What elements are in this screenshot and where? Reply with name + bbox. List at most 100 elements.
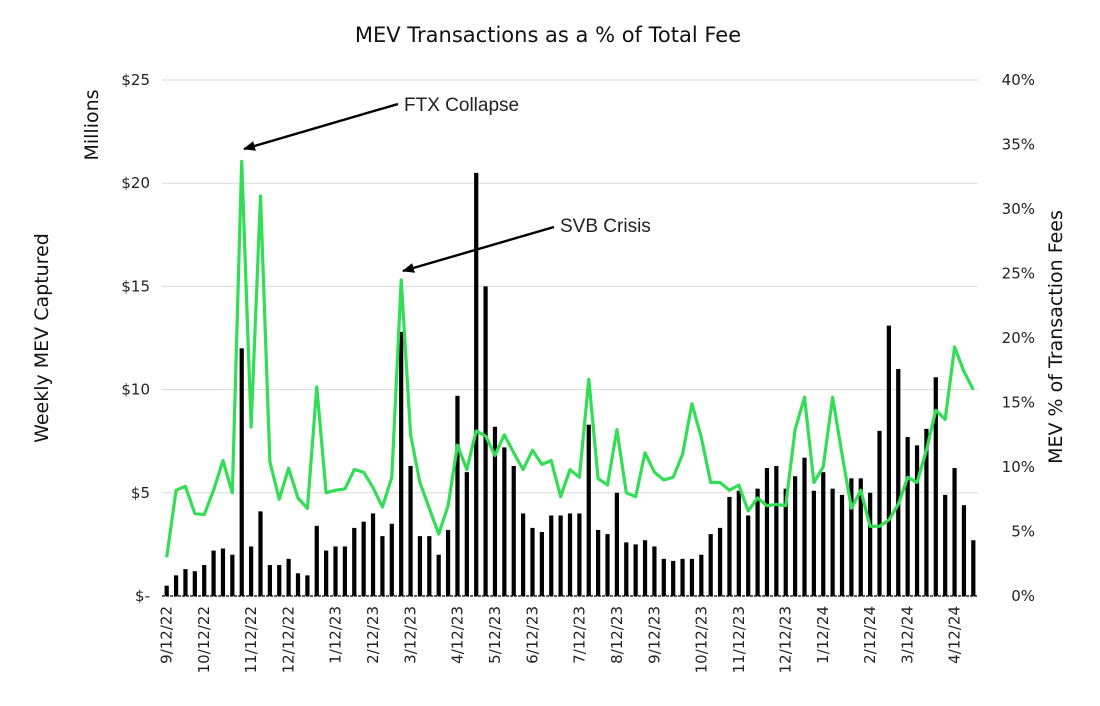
left-tick-label: $15 [121, 277, 150, 295]
bar-series [164, 172, 976, 596]
bar [267, 565, 272, 596]
x-tick-label: 1/12/23 [327, 606, 345, 664]
bar [596, 529, 601, 596]
bar [633, 544, 638, 596]
bar [792, 476, 798, 596]
x-tick-label: 8/12/23 [608, 606, 626, 664]
bar [933, 377, 938, 596]
bar [520, 513, 526, 596]
annotation-svb-arrow [402, 225, 555, 273]
bar [314, 525, 319, 596]
bar [258, 511, 263, 596]
bar [333, 546, 338, 596]
bar [971, 540, 976, 596]
bar [427, 536, 432, 596]
right-tick-label: 0% [1011, 587, 1035, 605]
bar [886, 325, 892, 596]
bar [717, 527, 723, 596]
x-tick-label: 10/12/22 [195, 606, 213, 673]
x-tick-label: 12/12/22 [280, 606, 298, 673]
bar [239, 348, 244, 596]
bar [277, 565, 282, 596]
left-axis-title: Weekly MEV Captured [31, 233, 53, 443]
bar [305, 575, 310, 596]
bar [295, 573, 301, 596]
bar [699, 554, 704, 596]
bar [539, 532, 544, 596]
bar [652, 546, 657, 596]
bar [746, 515, 751, 596]
x-tick-label: 6/12/23 [524, 606, 542, 664]
x-tick-label: 4/12/23 [448, 606, 466, 664]
bar [211, 550, 216, 596]
x-tick-label: 10/12/23 [692, 606, 710, 673]
bar [830, 488, 835, 596]
bar [549, 515, 554, 596]
right-tick-label: 40% [1002, 71, 1035, 89]
right-tick-label: 35% [1002, 136, 1035, 154]
bar [445, 529, 451, 596]
right-tick-label: 5% [1011, 523, 1035, 541]
x-tick-label: 7/12/23 [570, 606, 588, 664]
bar [464, 472, 469, 596]
x-tick-label: 4/12/24 [946, 606, 964, 664]
bar [352, 527, 357, 596]
bar [324, 550, 329, 596]
bar [943, 494, 948, 596]
bar [802, 457, 807, 596]
right-tick-label: 20% [1002, 329, 1035, 347]
left-axis-unit: Millions [81, 89, 103, 160]
bar [896, 368, 901, 596]
bar [736, 490, 741, 596]
bar [474, 172, 479, 596]
bar [924, 428, 929, 596]
bar [492, 426, 498, 596]
right-axis-ticks: 0% 5% 10% 15% 20% 25% 30% 35% 40% [1002, 71, 1035, 605]
bar [483, 286, 488, 596]
bar [436, 554, 441, 596]
bar [286, 558, 291, 596]
bar [577, 513, 582, 596]
x-tick-label: 1/12/24 [814, 606, 832, 664]
annotation-ftx-arrow [243, 102, 399, 151]
x-tick-label: 9/12/22 [158, 606, 176, 664]
bar [605, 534, 610, 596]
bar [502, 447, 507, 596]
bar [952, 468, 957, 596]
bar [183, 569, 188, 596]
bar [905, 437, 910, 596]
x-tick-label: 11/12/22 [242, 606, 260, 673]
bar [173, 575, 179, 596]
x-tick-label: 12/12/23 [777, 606, 795, 673]
bar [361, 521, 366, 596]
right-tick-label: 25% [1002, 265, 1035, 283]
bar [811, 490, 816, 596]
left-tick-label: $20 [121, 174, 150, 192]
bar [914, 445, 920, 596]
x-tick-label: 11/12/23 [730, 606, 748, 673]
bar [680, 558, 685, 596]
bar [511, 465, 516, 596]
bar [764, 468, 770, 596]
bar [624, 542, 629, 596]
bar [877, 430, 882, 596]
x-tick-label: 9/12/23 [645, 606, 663, 664]
bar [868, 492, 873, 596]
bar [389, 523, 394, 596]
annotation-ftx-label: FTX Collapse [404, 95, 519, 116]
right-tick-label: 15% [1002, 394, 1035, 412]
bar [614, 492, 620, 596]
gridlines [162, 79, 978, 494]
bar [399, 331, 404, 596]
bar [220, 548, 226, 596]
bar [708, 534, 713, 596]
x-tick-label: 2/12/23 [364, 606, 382, 664]
bar [849, 478, 854, 596]
bar [661, 558, 666, 596]
bar [774, 465, 779, 596]
bar [839, 494, 845, 596]
bar [370, 513, 376, 596]
left-tick-label: $- [135, 587, 150, 605]
right-axis-title: MEV % of Transaction Fees [1045, 210, 1067, 464]
